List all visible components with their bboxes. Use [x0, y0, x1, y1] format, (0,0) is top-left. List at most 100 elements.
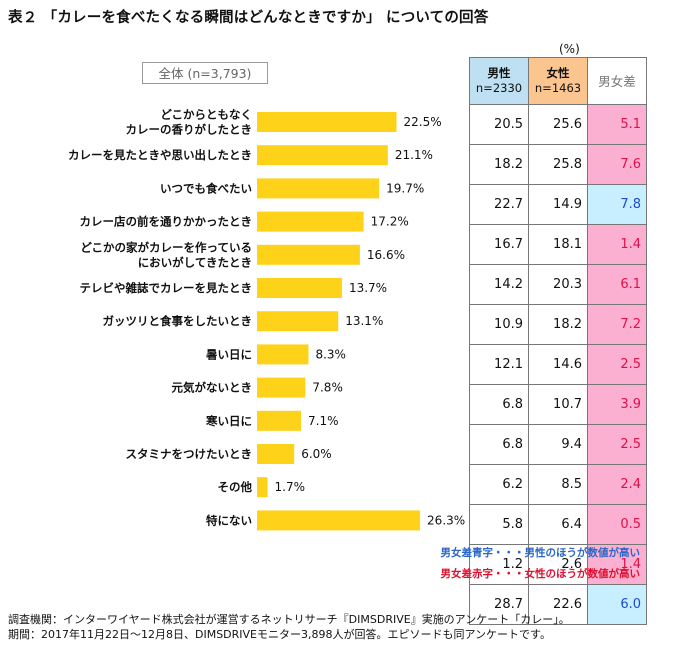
bar: [257, 410, 302, 431]
bar: [257, 477, 268, 498]
female-value: 25.6: [528, 104, 588, 145]
table-row: 10.9 18.2 7.2: [469, 304, 647, 345]
diff-value: 2.4: [587, 464, 647, 505]
male-value: 12.1: [469, 344, 529, 385]
footer-line-survey: 調査機関：インターワイヤード株式会社が運営するネットリサーチ『DIMSDRIVE…: [8, 613, 570, 626]
category-label: どこかの家がカレーを作っている: [80, 240, 252, 254]
male-value: 6.8: [469, 424, 529, 465]
male-value: 10.9: [469, 304, 529, 345]
bar: [257, 510, 421, 531]
female-value: 2.6: [528, 544, 588, 585]
category-label: スタミナをつけたいとき: [126, 447, 253, 461]
bar: [257, 178, 380, 199]
bar-value-label: 7.1%: [308, 414, 339, 428]
bar-value-label: 13.1%: [345, 314, 383, 328]
gender-table: 男性 n=2330 女性 n=1463 男女差 20.5 25.6 5.1 18.2 2…: [469, 57, 647, 625]
male-value: 1.2: [469, 544, 529, 585]
legend-red-note: 男女差赤字・・・女性のほうが数値が高い: [440, 568, 641, 580]
diff-value: 7.8: [587, 184, 647, 225]
legend-blue-note: 男女差青字・・・男性のほうが数値が高い: [440, 547, 641, 559]
table-row: 6.8 9.4 2.5: [469, 424, 647, 465]
female-value: 25.8: [528, 144, 588, 185]
male-header-label: 男性: [487, 66, 511, 80]
female-value: 18.1: [528, 224, 588, 265]
female-value: 14.9: [528, 184, 588, 225]
table-row: 6.2 8.5 2.4: [469, 464, 647, 505]
diff-value: 3.9: [587, 384, 647, 425]
bar-value-label: 8.3%: [315, 347, 346, 361]
female-value: 18.2: [528, 304, 588, 345]
diff-value: 7.2: [587, 304, 647, 345]
table-row: 14.2 20.3 6.1: [469, 264, 647, 305]
bar-value-label: 6.0%: [301, 447, 332, 461]
female-value: 20.3: [528, 264, 588, 305]
bar: [257, 444, 295, 464]
male-value: 18.2: [469, 144, 529, 185]
bar-value-label: 19.7%: [386, 181, 424, 195]
female-value: 10.7: [528, 384, 588, 425]
diff-value: 0.5: [587, 504, 647, 545]
bar-value-label: 1.7%: [275, 480, 306, 494]
diff-value: 1.4: [587, 544, 647, 585]
female-value: 6.4: [528, 504, 588, 545]
bar-value-label: 16.6%: [367, 248, 405, 262]
table-row: 12.1 14.6 2.5: [469, 344, 647, 385]
table-row: 28.7 22.6 6.0: [469, 584, 647, 625]
male-value: 16.7: [469, 224, 529, 265]
table-row: 18.2 25.8 7.6: [469, 144, 647, 185]
table-row: 16.7 18.1 1.4: [469, 224, 647, 265]
bar-value-label: 22.5%: [404, 115, 442, 129]
diff-value: 2.5: [587, 424, 647, 465]
unit-label: (%): [559, 42, 580, 56]
category-label: カレーの香りがしたとき: [126, 123, 253, 137]
male-value: 6.2: [469, 464, 529, 505]
male-value: 6.8: [469, 384, 529, 425]
category-label: どこからともなく: [160, 108, 252, 122]
diff-value: 5.1: [587, 104, 647, 145]
footer-line-period: 期間：2017年11月22日～12月8日、DIMSDRIVEモニター3,898人…: [8, 628, 551, 641]
female-header-label: 女性: [546, 66, 570, 80]
category-label: 暑い日に: [205, 347, 252, 361]
bar-value-label: 21.1%: [395, 148, 433, 162]
category-label: ガッツリと食事をしたいとき: [103, 314, 253, 328]
table-row: 1.2 2.6 1.4: [469, 544, 647, 585]
footer-source: 調査機関：インターワイヤード株式会社が運営するネットリサーチ『DIMSDRIVE…: [8, 612, 570, 642]
bar: [257, 377, 306, 398]
male-value: 5.8: [469, 504, 529, 545]
category-label: いつでも食べたい: [160, 181, 252, 195]
table-row: 6.8 10.7 3.9: [469, 384, 647, 425]
female-sample-size: n=1463: [534, 81, 582, 95]
page-title: 表２ 「カレーを食べたくなる瞬間はどんなときですか」 についての回答: [8, 10, 489, 26]
table-header-row: 男性 n=2330 女性 n=1463 男女差: [469, 57, 647, 105]
diff-value: 7.6: [587, 144, 647, 185]
table-row: 22.7 14.9 7.8: [469, 184, 647, 225]
bar: [257, 112, 397, 132]
category-label: テレビや雑誌でカレーを見たとき: [80, 281, 253, 295]
bar: [257, 311, 339, 332]
bar: [257, 244, 360, 265]
female-value: 22.6: [528, 584, 588, 625]
male-header: 男性 n=2330: [469, 57, 529, 105]
bar: [257, 344, 309, 365]
bar-value-label: 17.2%: [371, 215, 409, 229]
category-label: 元気がないとき: [172, 381, 253, 395]
female-value: 8.5: [528, 464, 588, 505]
male-value: 14.2: [469, 264, 529, 305]
category-label: カレーを見たときや思い出したとき: [68, 148, 252, 162]
female-value: 14.6: [528, 344, 588, 385]
diff-value: 6.1: [587, 264, 647, 305]
bar: [257, 145, 388, 166]
diff-value: 1.4: [587, 224, 647, 265]
male-value: 20.5: [469, 104, 529, 145]
male-value: 22.7: [469, 184, 529, 225]
diff-header: 男女差: [587, 57, 647, 105]
bar: [257, 278, 342, 298]
bar-value-label: 13.7%: [349, 281, 387, 295]
table-row: 20.5 25.6 5.1: [469, 104, 647, 145]
category-label: 特にない: [206, 513, 252, 527]
overall-sample-label: 全体 (n=3,793): [142, 62, 268, 84]
table-row: 5.8 6.4 0.5: [469, 504, 647, 545]
diff-value: 6.0: [587, 584, 647, 625]
bar-value-label: 26.3%: [427, 513, 465, 527]
